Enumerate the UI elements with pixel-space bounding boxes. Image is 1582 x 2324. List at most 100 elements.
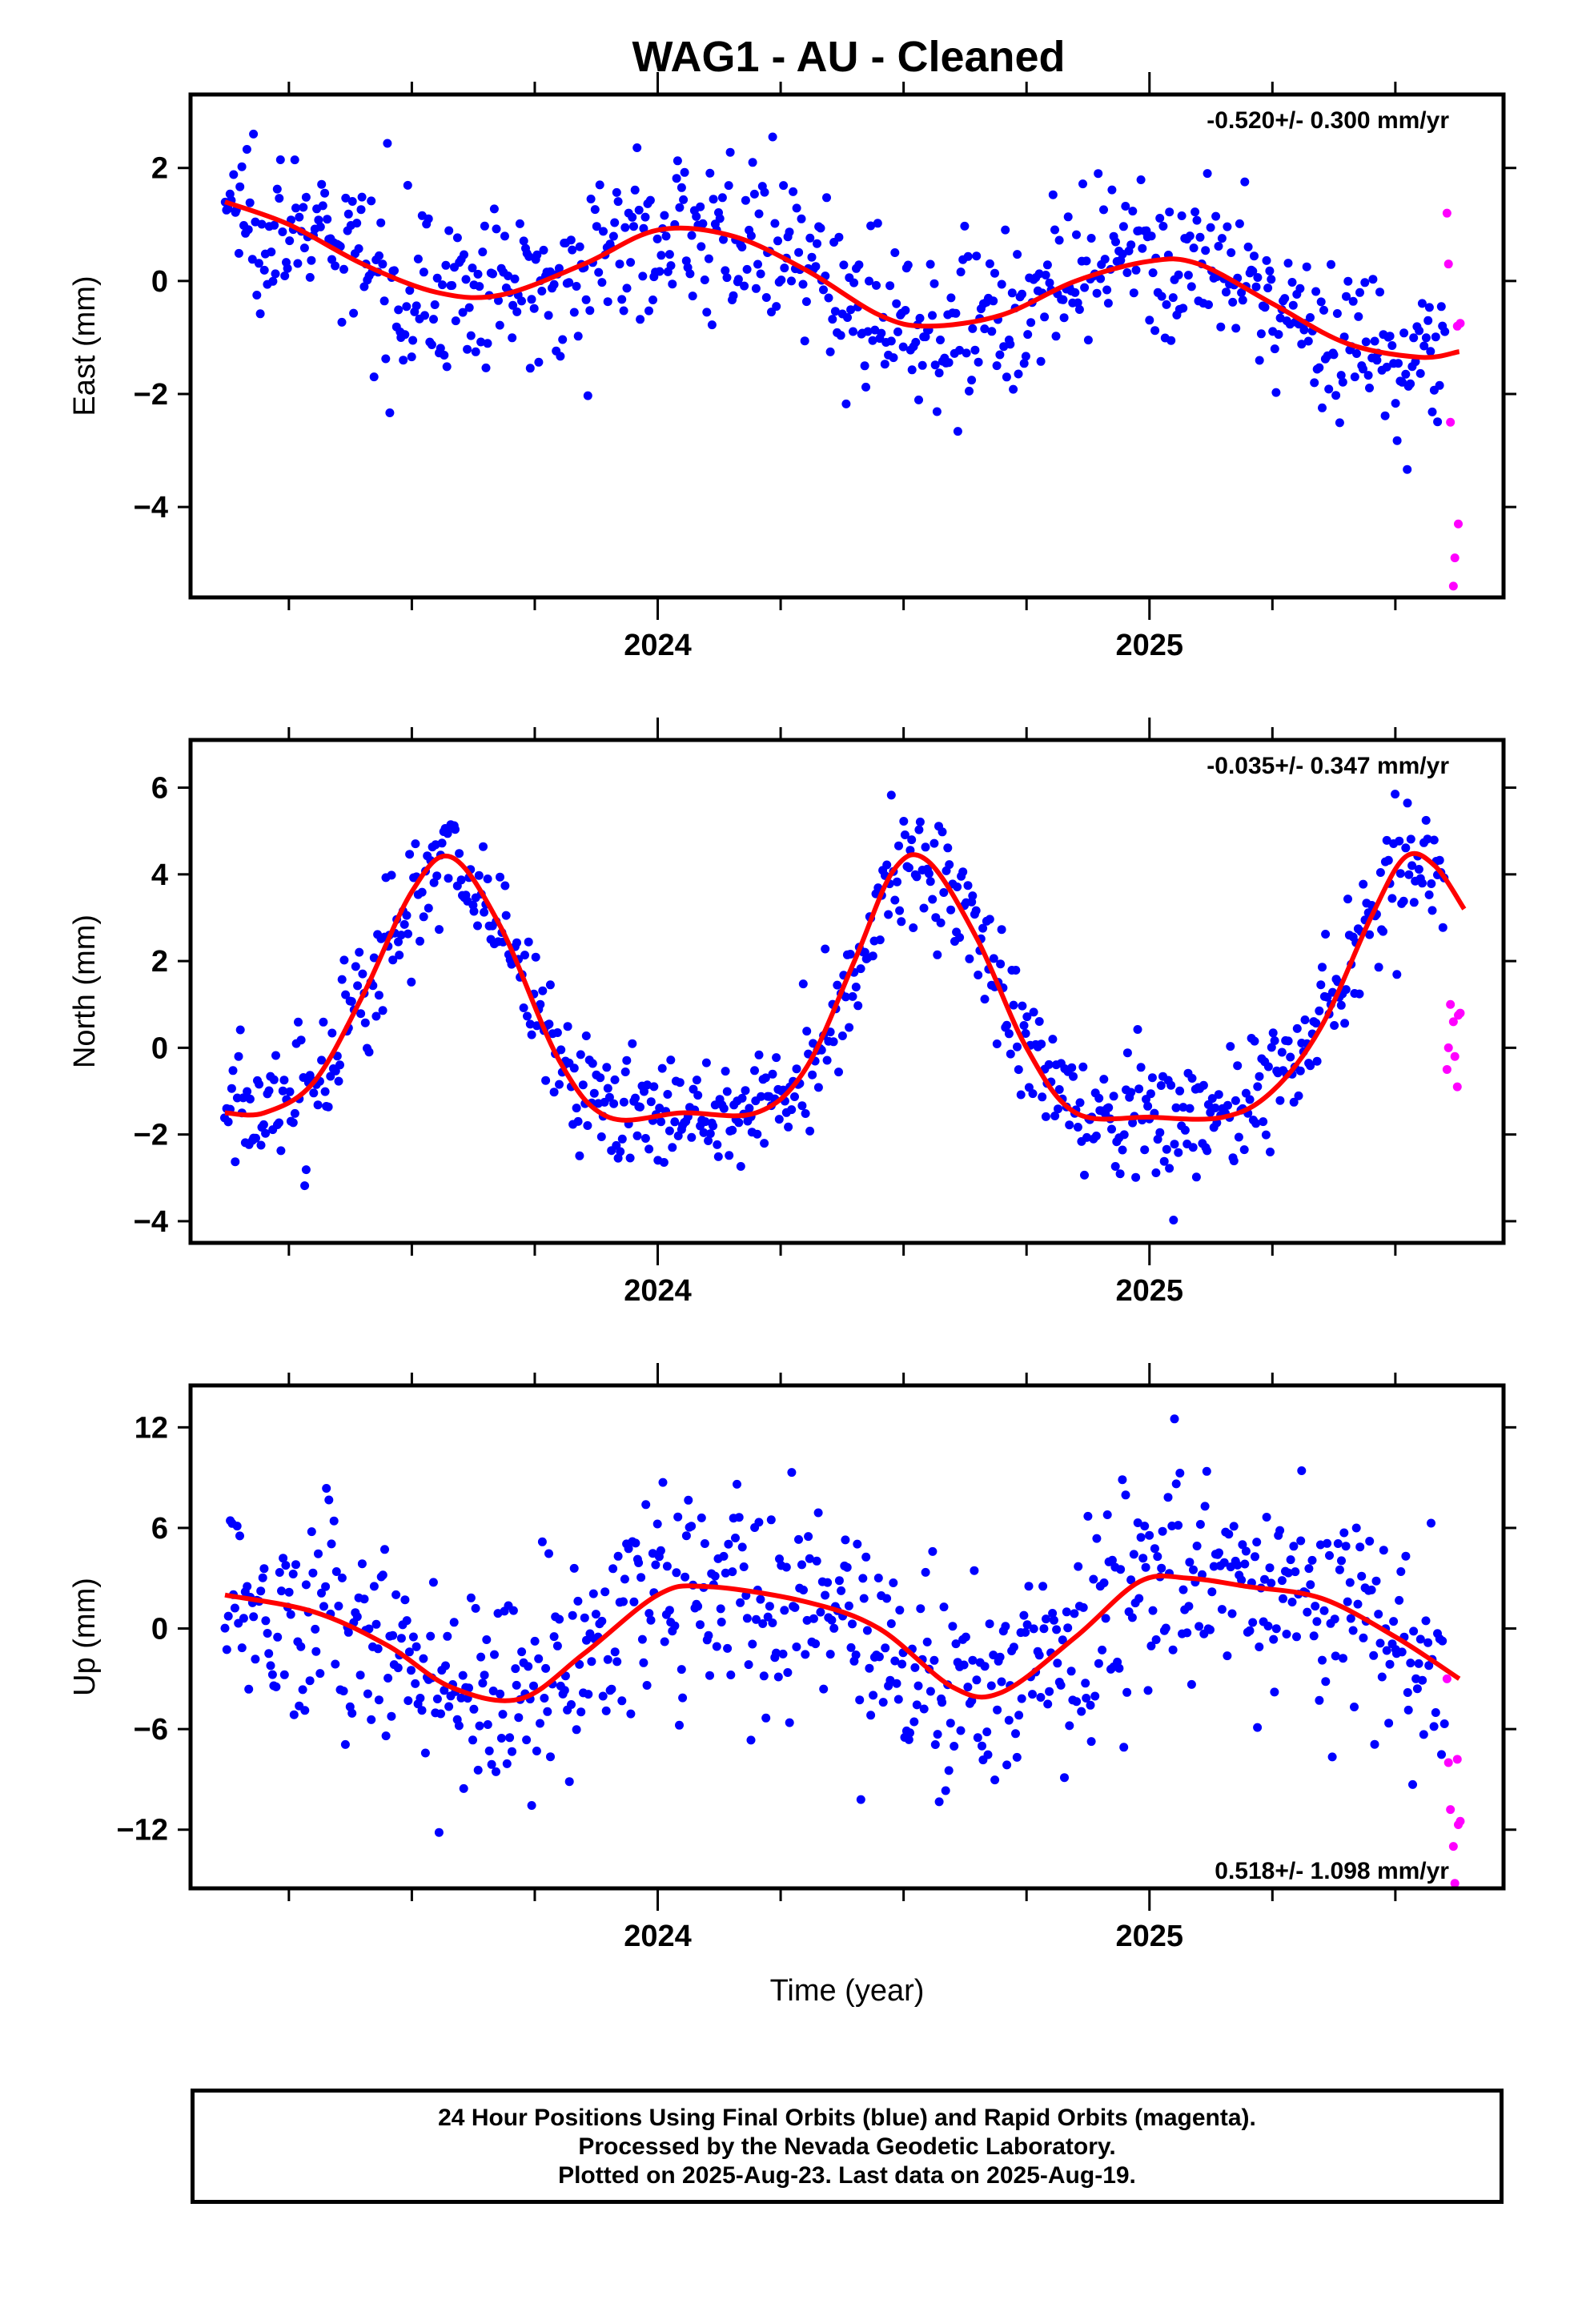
final-orbit-point bbox=[760, 187, 769, 197]
final-orbit-point bbox=[343, 1627, 353, 1637]
final-orbit-point bbox=[766, 1515, 776, 1525]
final-orbit-point bbox=[591, 1610, 600, 1619]
final-orbit-point bbox=[268, 276, 278, 286]
final-orbit-point bbox=[944, 1766, 954, 1775]
final-orbit-point bbox=[400, 919, 409, 929]
final-orbit-point bbox=[290, 1108, 299, 1118]
final-orbit-point bbox=[754, 1050, 764, 1059]
final-orbit-point bbox=[1094, 169, 1103, 179]
final-orbit-point bbox=[1255, 1642, 1264, 1651]
final-orbit-point bbox=[393, 1663, 403, 1673]
final-orbit-point bbox=[928, 311, 937, 320]
final-orbit-point bbox=[285, 236, 295, 246]
final-orbit-point bbox=[1353, 1599, 1363, 1609]
final-orbit-point bbox=[843, 313, 852, 322]
final-orbit-point bbox=[396, 931, 406, 940]
final-orbit-point bbox=[1002, 372, 1011, 382]
final-orbit-point bbox=[748, 158, 757, 167]
final-orbit-point bbox=[247, 255, 257, 264]
final-orbit-point bbox=[986, 1681, 996, 1691]
final-orbit-point bbox=[844, 1601, 853, 1610]
final-orbit-point bbox=[1066, 1667, 1076, 1676]
final-orbit-point bbox=[724, 1539, 733, 1549]
final-orbit-point bbox=[992, 361, 1002, 371]
final-orbit-point bbox=[660, 211, 669, 220]
final-orbit-point bbox=[1059, 313, 1069, 323]
final-orbit-point bbox=[680, 167, 689, 177]
final-orbit-point bbox=[1352, 349, 1361, 358]
final-orbit-point bbox=[882, 860, 892, 870]
final-orbit-point bbox=[617, 1696, 627, 1706]
final-orbit-point bbox=[402, 302, 412, 312]
final-orbit-point bbox=[1302, 262, 1311, 271]
final-orbit-point bbox=[264, 1086, 274, 1096]
final-orbit-point bbox=[1092, 288, 1102, 298]
final-orbit-point bbox=[1121, 1490, 1130, 1500]
final-orbit-point bbox=[1188, 1143, 1198, 1152]
final-orbit-point bbox=[432, 1695, 442, 1703]
final-orbit-point bbox=[941, 1786, 950, 1795]
final-orbit-point bbox=[1185, 1558, 1195, 1567]
final-orbit-point bbox=[819, 285, 828, 295]
final-orbit-point bbox=[1074, 1562, 1083, 1571]
final-orbit-point bbox=[569, 308, 579, 317]
final-orbit-point bbox=[1119, 1743, 1129, 1752]
final-orbit-point bbox=[1178, 1585, 1188, 1594]
final-orbit-point bbox=[1231, 324, 1241, 333]
final-orbit-point bbox=[1297, 340, 1307, 349]
final-orbit-point bbox=[1261, 1130, 1271, 1140]
final-orbit-point bbox=[603, 1084, 612, 1093]
final-orbit-point bbox=[408, 336, 418, 345]
final-orbit-point bbox=[256, 1586, 266, 1596]
final-orbit-point bbox=[1427, 906, 1437, 915]
final-orbit-point bbox=[1387, 894, 1397, 903]
final-orbit-point bbox=[699, 1128, 709, 1137]
final-orbit-point bbox=[958, 867, 968, 877]
final-orbit-point bbox=[898, 342, 908, 352]
final-orbit-point bbox=[853, 1001, 863, 1011]
final-orbit-point bbox=[1437, 1750, 1446, 1759]
final-orbit-point bbox=[273, 1632, 283, 1642]
final-orbit-point bbox=[1409, 898, 1419, 907]
final-orbit-point bbox=[235, 1025, 245, 1035]
final-orbit-point bbox=[383, 1674, 393, 1683]
final-orbit-point bbox=[873, 883, 883, 893]
final-orbit-point bbox=[740, 281, 749, 291]
final-orbit-point bbox=[673, 156, 682, 166]
final-orbit-point bbox=[725, 1151, 734, 1160]
final-orbit-point bbox=[1339, 1654, 1347, 1663]
final-orbit-point bbox=[1296, 1536, 1306, 1546]
final-orbit-point bbox=[665, 250, 674, 259]
final-orbit-point bbox=[849, 278, 859, 287]
final-orbit-point bbox=[475, 282, 484, 292]
final-orbit-point bbox=[602, 1063, 612, 1072]
final-orbit-point bbox=[296, 1035, 306, 1045]
final-orbit-point bbox=[541, 1663, 551, 1673]
final-orbit-point bbox=[441, 1661, 450, 1671]
final-orbit-point bbox=[1191, 1172, 1201, 1182]
final-orbit-point bbox=[1150, 1544, 1159, 1554]
final-orbit-point bbox=[280, 271, 290, 280]
final-orbit-point bbox=[257, 219, 267, 229]
final-orbit-point bbox=[387, 870, 396, 880]
final-orbit-point bbox=[907, 835, 917, 845]
final-orbit-point bbox=[1017, 1694, 1026, 1703]
final-orbit-point bbox=[324, 1495, 334, 1505]
final-orbit-point bbox=[1128, 207, 1138, 216]
final-orbit-point bbox=[356, 205, 366, 215]
final-orbit-point bbox=[721, 266, 730, 275]
final-orbit-point bbox=[337, 317, 347, 327]
final-orbit-point bbox=[983, 1750, 993, 1759]
final-orbit-point bbox=[1265, 266, 1275, 275]
final-orbit-point bbox=[237, 162, 247, 171]
final-orbit-point bbox=[930, 360, 940, 370]
final-orbit-point bbox=[731, 1534, 740, 1542]
final-orbit-point bbox=[1259, 1117, 1268, 1127]
final-orbit-point bbox=[912, 1700, 921, 1710]
final-orbit-point bbox=[1315, 363, 1324, 372]
final-orbit-point bbox=[1384, 1719, 1394, 1728]
final-orbit-point bbox=[798, 279, 808, 289]
final-orbit-point bbox=[427, 340, 436, 349]
final-orbit-point bbox=[592, 222, 601, 231]
final-orbit-point bbox=[970, 345, 980, 355]
